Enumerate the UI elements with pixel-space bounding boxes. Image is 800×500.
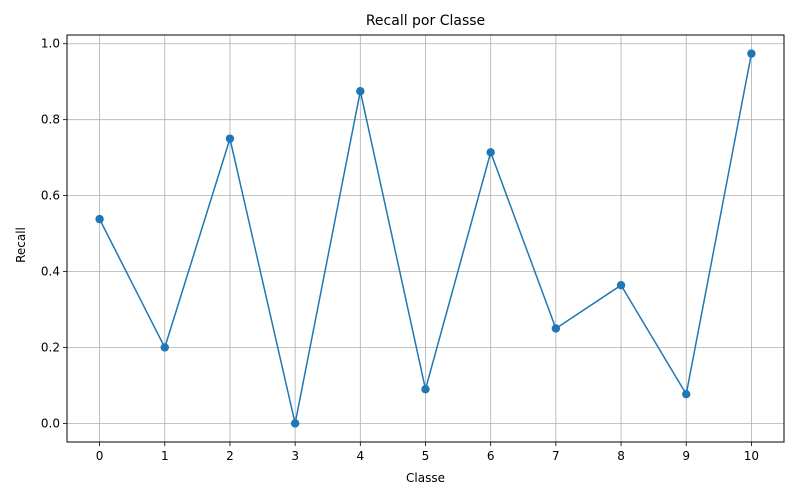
series-group	[95, 49, 756, 428]
x-tick-label: 2	[226, 449, 234, 463]
data-point	[95, 214, 104, 224]
chart-title: Recall por Classe	[366, 13, 485, 29]
data-point	[160, 343, 169, 352]
x-axis-label: Classe	[406, 471, 445, 485]
y-axis-ticks: 0.0 0.2 0.4 0.6 0.8 1.0	[41, 37, 67, 430]
x-tick-label: 3	[291, 449, 299, 463]
y-tick-label: 0.8	[41, 113, 60, 127]
x-axis-ticks: 0 1 2 3 4 5 6 7 8 9 10	[96, 442, 759, 463]
x-tick-label: 8	[617, 449, 625, 463]
y-tick-label: 1.0	[41, 37, 60, 51]
y-tick-label: 0.4	[41, 265, 60, 279]
x-tick-label: 9	[682, 449, 690, 463]
x-tick-label: 0	[96, 449, 104, 463]
x-tick-label: 7	[552, 449, 560, 463]
data-point	[225, 134, 235, 143]
x-tick-label: 1	[161, 449, 169, 463]
x-tick-label: 4	[356, 449, 364, 463]
grid	[67, 35, 784, 442]
x-tick-label: 10	[744, 449, 759, 463]
data-point	[486, 148, 495, 157]
y-tick-label: 0.6	[41, 189, 60, 203]
data-point	[290, 419, 300, 428]
y-tick-label: 0.0	[41, 416, 60, 430]
data-point	[356, 86, 365, 96]
data-point	[616, 280, 626, 290]
plot-frame	[66, 34, 785, 443]
data-point	[421, 385, 430, 394]
x-tick-label: 6	[487, 449, 495, 463]
y-tick-label: 0.2	[41, 340, 60, 354]
data-point	[551, 324, 561, 333]
x-tick-label: 5	[422, 449, 430, 463]
data-point	[747, 49, 756, 58]
y-axis-label: Recall	[14, 227, 28, 263]
data-point	[682, 389, 691, 399]
